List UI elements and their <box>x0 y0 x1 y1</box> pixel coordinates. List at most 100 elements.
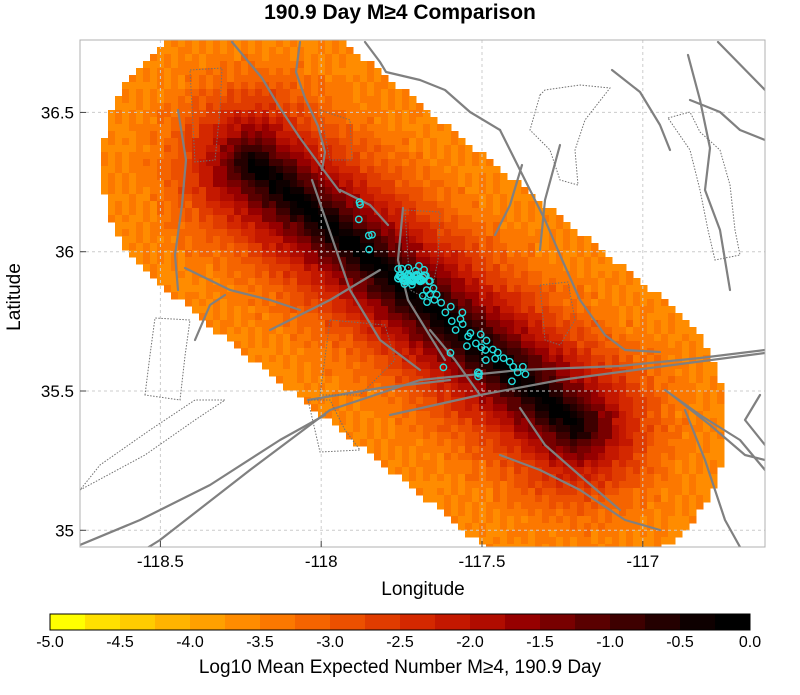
heatmap-cell <box>528 404 536 412</box>
heatmap-cell <box>430 467 438 475</box>
heatmap-cell <box>528 425 536 433</box>
heatmap-cell <box>311 236 319 244</box>
heatmap-cell <box>437 243 445 251</box>
heatmap-cell <box>458 453 466 461</box>
heatmap-cell <box>668 348 676 356</box>
heatmap-cell <box>206 222 214 230</box>
heatmap-cell <box>255 250 263 258</box>
x-tick-label: -117.5 <box>459 552 506 571</box>
heatmap-cell <box>619 355 627 363</box>
heatmap-cell <box>598 250 606 258</box>
heatmap-cell <box>318 236 326 244</box>
heatmap-cell <box>192 215 200 223</box>
heatmap-cell <box>101 145 109 153</box>
heatmap-cell <box>171 117 179 125</box>
heatmap-cell <box>675 313 683 321</box>
heatmap-cell <box>213 229 221 237</box>
heatmap-cell <box>486 292 494 300</box>
heatmap-cell <box>444 124 452 132</box>
heatmap-cell <box>514 334 522 342</box>
heatmap-cell <box>332 152 340 160</box>
heatmap-cell <box>150 124 158 132</box>
heatmap-cell <box>430 369 438 377</box>
heatmap-cell <box>507 278 515 286</box>
heatmap-cell <box>192 61 200 69</box>
heatmap-cell <box>430 327 438 335</box>
heatmap-cell <box>206 82 214 90</box>
heatmap-cell <box>437 495 445 503</box>
heatmap-cell <box>178 75 186 83</box>
heatmap-cell <box>122 145 130 153</box>
heatmap-cell <box>304 187 312 195</box>
heatmap-cell <box>465 453 473 461</box>
heatmap-cell <box>227 201 235 209</box>
heatmap-cell <box>563 481 571 489</box>
heatmap-cell <box>563 257 571 265</box>
heatmap-cell <box>514 516 522 524</box>
heatmap-cell <box>227 166 235 174</box>
heatmap-cell <box>514 453 522 461</box>
heatmap-cell <box>465 152 473 160</box>
heatmap-cell <box>486 229 494 237</box>
heatmap-cell <box>521 425 529 433</box>
heatmap-cell <box>514 523 522 531</box>
heatmap-cell <box>381 96 389 104</box>
fault-zone <box>144 317 191 401</box>
heatmap-cell <box>367 124 375 132</box>
heatmap-cell <box>381 124 389 132</box>
heatmap-cell <box>227 187 235 195</box>
heatmap-cell <box>556 474 564 482</box>
heatmap-cell <box>577 495 585 503</box>
heatmap-cell <box>542 418 550 426</box>
heatmap-cell <box>605 313 613 321</box>
heatmap-cell <box>227 75 235 83</box>
heatmap-cell <box>206 117 214 125</box>
heatmap-cell <box>528 362 536 370</box>
heatmap-cell <box>283 131 291 139</box>
heatmap-cell <box>353 439 361 447</box>
heatmap-cell <box>465 334 473 342</box>
heatmap-cell <box>150 201 158 209</box>
heatmap-cell <box>269 362 277 370</box>
heatmap-cell <box>577 369 585 377</box>
heatmap-cell <box>346 348 354 356</box>
heatmap-cell <box>486 488 494 496</box>
heatmap-cell <box>381 397 389 405</box>
heatmap-cell <box>619 453 627 461</box>
heatmap-cell <box>318 369 326 377</box>
heatmap-cell <box>374 411 382 419</box>
heatmap-cell <box>248 320 256 328</box>
heatmap-cell <box>353 278 361 286</box>
heatmap-cell <box>325 152 333 160</box>
heatmap-cell <box>696 502 704 510</box>
heatmap-cell <box>199 96 207 104</box>
heatmap-cell <box>423 194 431 202</box>
heatmap-cell <box>409 131 417 139</box>
heatmap-cell <box>619 278 627 286</box>
heatmap-cell <box>409 390 417 398</box>
heatmap-cell <box>493 320 501 328</box>
heatmap-cell <box>612 397 620 405</box>
heatmap-cell <box>332 180 340 188</box>
heatmap-cell <box>150 131 158 139</box>
heatmap-cell <box>150 264 158 272</box>
heatmap-cell <box>122 131 130 139</box>
heatmap-cell <box>346 89 354 97</box>
heatmap-cell <box>633 481 641 489</box>
heatmap-cell <box>346 327 354 335</box>
heatmap-cell <box>297 341 305 349</box>
heatmap-cell <box>416 355 424 363</box>
heatmap-cell <box>227 103 235 111</box>
heatmap-cell <box>353 166 361 174</box>
heatmap-cell <box>234 320 242 328</box>
heatmap-cell <box>178 180 186 188</box>
heatmap-cell <box>633 516 641 524</box>
heatmap-cell <box>598 495 606 503</box>
heatmap-cell <box>689 495 697 503</box>
heatmap-cell <box>395 411 403 419</box>
heatmap-cell <box>402 446 410 454</box>
heatmap-cell <box>185 68 193 76</box>
heatmap-cell <box>276 334 284 342</box>
heatmap-cell <box>591 250 599 258</box>
heatmap-cell <box>115 208 123 216</box>
